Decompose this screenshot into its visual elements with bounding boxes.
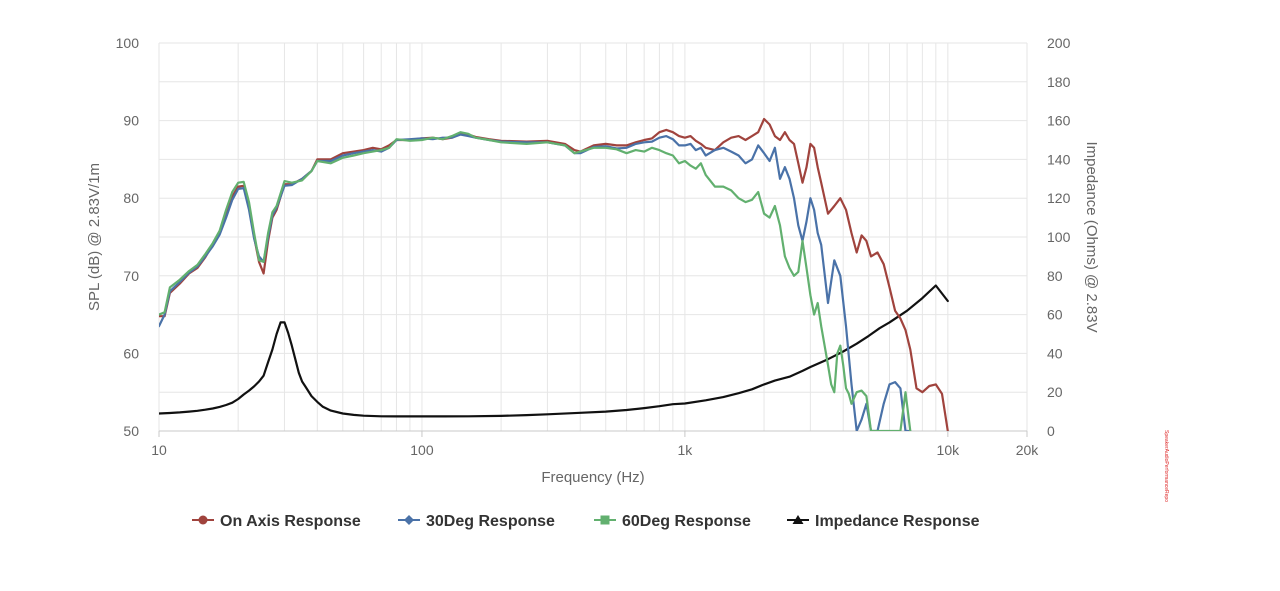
- y-tick-label: 70: [123, 268, 139, 284]
- legend-marker-diamond-icon: [404, 515, 414, 525]
- series-line-60deg-response: [159, 131, 912, 431]
- y2-tick-label: 60: [1047, 307, 1063, 323]
- x-tick-label: 10k: [937, 442, 961, 458]
- y2-tick-label: 140: [1047, 151, 1071, 167]
- legend-label: 30Deg Response: [426, 513, 555, 530]
- y2-tick-label: 40: [1047, 345, 1063, 361]
- x-axis-title: Frequency (Hz): [541, 469, 644, 486]
- y2-tick-label: 160: [1047, 113, 1071, 129]
- y-tick-label: 60: [123, 345, 139, 361]
- grid: [158, 42, 1028, 432]
- series-line-impedance-response: [159, 284, 949, 418]
- x-tick-label: 100: [410, 442, 434, 458]
- x-axis-ticks: 10 100 1k 10k 20k: [151, 431, 1039, 458]
- y2-tick-label: 180: [1047, 74, 1071, 90]
- legend-label: On Axis Response: [220, 513, 361, 530]
- y-tick-label: 90: [123, 113, 139, 129]
- y-axis-ticks: 50 60 70 80 90 100: [116, 35, 140, 439]
- legend-marker-triangle-icon: [792, 515, 804, 524]
- y-tick-label: 100: [116, 35, 140, 51]
- legend-marker-circle-icon: [198, 515, 208, 525]
- y2-axis-title: Impedance (Ohms) @ 2.83V: [1083, 141, 1100, 332]
- y-tick-label: 80: [123, 190, 139, 206]
- legend-item[interactable]: 30Deg Response: [398, 513, 555, 530]
- y2-tick-label: 80: [1047, 268, 1063, 284]
- x-tick-label: 1k: [677, 442, 693, 458]
- legend-item[interactable]: On Axis Response: [192, 513, 361, 530]
- legend: On Axis Response 30Deg Response 60Deg Resp…: [192, 513, 980, 530]
- legend-item[interactable]: Impedance Response: [787, 513, 980, 530]
- legend-item[interactable]: 60Deg Response: [594, 513, 751, 530]
- watermark-text: SpeakerAudioPerformanceReport: [1163, 430, 1169, 502]
- series-line-30deg-response: [159, 133, 912, 431]
- legend-marker-square-icon: [600, 515, 610, 525]
- series-layer: [159, 117, 949, 431]
- x-tick-label: 10: [151, 442, 167, 458]
- legend-label: Impedance Response: [815, 513, 980, 530]
- y2-tick-label: 20: [1047, 384, 1063, 400]
- y2-tick-label: 0: [1047, 423, 1055, 439]
- y2-tick-label: 100: [1047, 229, 1071, 245]
- series-line-on-axis-response: [159, 117, 949, 431]
- legend-label: 60Deg Response: [622, 513, 751, 530]
- y2-tick-label: 120: [1047, 190, 1071, 206]
- y2-tick-label: 200: [1047, 35, 1071, 51]
- x-tick-label: 20k: [1016, 442, 1040, 458]
- y-tick-label: 50: [123, 423, 139, 439]
- y2-axis-ticks: 0 20 40 60 80 100 120 140 160 180 200: [1047, 35, 1071, 439]
- y-axis-title: SPL (dB) @ 2.83V/1m: [86, 163, 103, 311]
